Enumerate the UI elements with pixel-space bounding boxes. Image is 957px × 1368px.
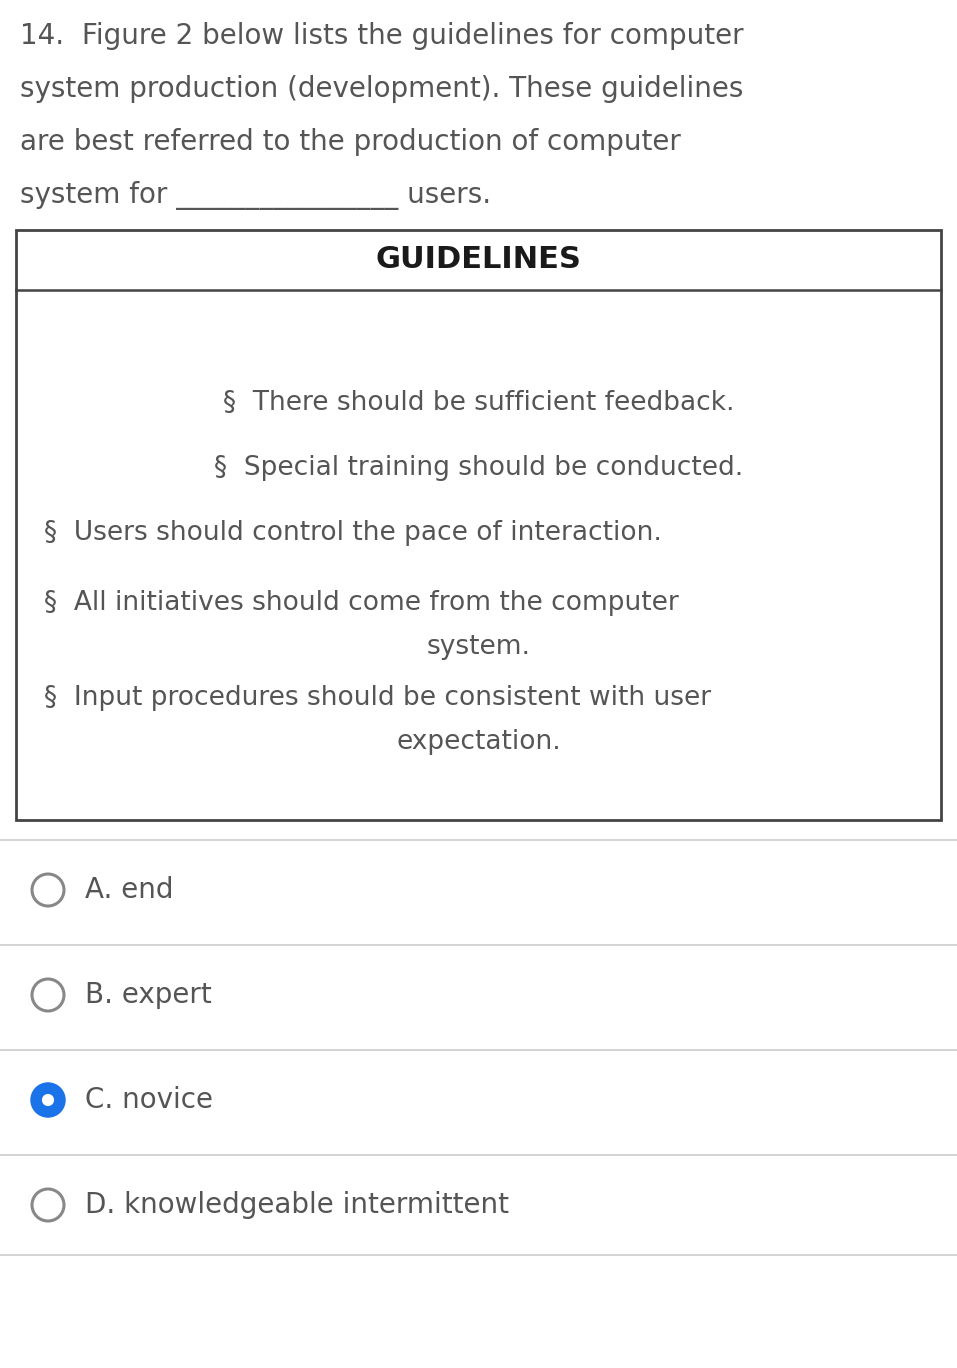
Text: C. novice: C. novice (85, 1086, 213, 1114)
Circle shape (32, 874, 64, 906)
Circle shape (32, 979, 64, 1011)
Text: B. expert: B. expert (85, 981, 211, 1010)
Text: 14.  Figure 2 below lists the guidelines for computer: 14. Figure 2 below lists the guidelines … (20, 22, 744, 51)
Text: D. knowledgeable intermittent: D. knowledgeable intermittent (85, 1192, 509, 1219)
Circle shape (42, 1094, 55, 1107)
Circle shape (32, 1189, 64, 1222)
Text: GUIDELINES: GUIDELINES (375, 245, 582, 275)
Text: system production (development). These guidelines: system production (development). These g… (20, 75, 744, 103)
Text: A. end: A. end (85, 876, 173, 904)
Text: §  Input procedures should be consistent with user: § Input procedures should be consistent … (44, 685, 711, 711)
Bar (16, 230, 941, 819)
Text: are best referred to the production of computer: are best referred to the production of c… (20, 129, 680, 156)
Text: system.: system. (427, 633, 530, 659)
Text: §  Users should control the pace of interaction.: § Users should control the pace of inter… (44, 520, 662, 546)
Text: §  There should be sufficient feedback.: § There should be sufficient feedback. (223, 390, 734, 416)
Text: system for ________________ users.: system for ________________ users. (20, 181, 491, 211)
Text: §  Special training should be conducted.: § Special training should be conducted. (213, 456, 744, 482)
Text: §  All initiatives should come from the computer: § All initiatives should come from the c… (44, 590, 679, 616)
Circle shape (32, 1083, 64, 1116)
Text: expectation.: expectation. (396, 729, 561, 755)
